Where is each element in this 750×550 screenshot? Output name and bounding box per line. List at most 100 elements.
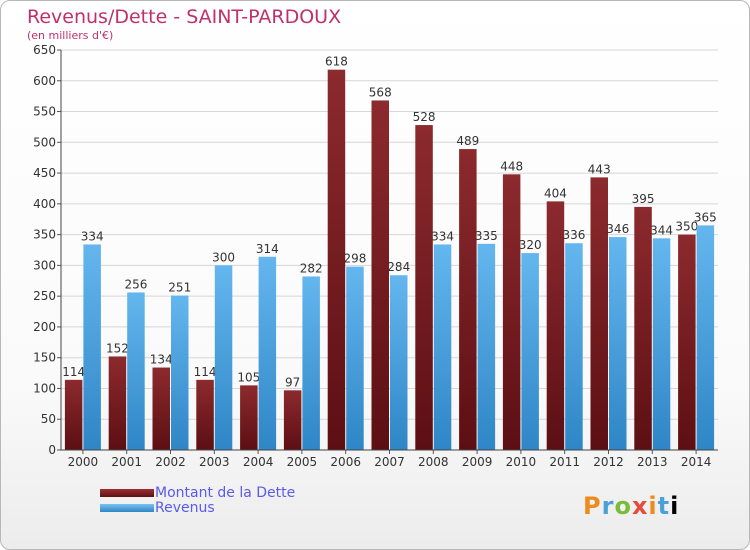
dette-value-label: 350: [675, 220, 698, 234]
logo-letter: r: [601, 492, 615, 520]
dette-bar: [546, 201, 565, 450]
y-tick-label: 250: [33, 289, 56, 303]
revenus-bar: [258, 256, 277, 450]
logo-letter: i: [648, 492, 658, 520]
revenus-bar: [433, 244, 452, 450]
y-tick-label: 550: [33, 105, 56, 119]
dette-bar: [678, 234, 696, 450]
revenus-bar: [696, 225, 715, 450]
dette-bar: [108, 356, 127, 450]
dette-value-label: 568: [369, 85, 392, 99]
dette-value-label: 105: [237, 370, 260, 384]
revenus-value-label: 346: [606, 222, 629, 236]
revenus-value-label: 365: [694, 210, 717, 224]
x-tick-label: 2012: [593, 455, 624, 469]
x-tick-label: 2006: [330, 455, 361, 469]
revenus-bar: [609, 237, 627, 450]
y-tick-label: 350: [33, 228, 56, 242]
revenus-bar: [652, 238, 671, 450]
dette-bar: [459, 149, 477, 451]
y-tick-label: 500: [33, 135, 56, 149]
chart-title: Revenus/Dette - SAINT-PARDOUX: [27, 6, 342, 28]
dette-bar: [590, 177, 608, 450]
revenus-value-label: 251: [168, 281, 191, 295]
revenus-bar: [346, 266, 364, 450]
x-tick-label: 2002: [155, 455, 186, 469]
x-tick-label: 2005: [287, 455, 318, 469]
x-tick-label: 2004: [243, 455, 274, 469]
dette-bar: [64, 379, 83, 450]
logo-letter: i: [670, 492, 680, 520]
revenus-value-label: 282: [300, 261, 323, 275]
dette-value-label: 114: [194, 365, 217, 379]
revenus-value-label: 300: [212, 250, 235, 264]
legend-swatch-revenus: [100, 504, 154, 512]
revenus-bar: [83, 244, 101, 450]
dette-value-label: 528: [413, 110, 436, 124]
revenus-value-label: 256: [124, 277, 147, 291]
revenus-bar: [390, 275, 408, 450]
dette-bar: [283, 390, 302, 450]
revenus-bar: [565, 243, 583, 450]
x-tick-label: 2000: [68, 455, 99, 469]
revenus-value-label: 336: [562, 228, 585, 242]
revenus-value-label: 314: [256, 242, 279, 256]
logo-letter: x: [631, 492, 649, 520]
revenus-bar: [302, 276, 320, 450]
dette-bar: [371, 100, 389, 450]
dette-value-label: 448: [500, 159, 523, 173]
proxiti-logo: Proxiti: [583, 492, 679, 520]
revenus-bar: [214, 265, 233, 450]
revenus-bar: [477, 243, 496, 450]
dette-bar: [196, 379, 214, 450]
revenus-value-label: 344: [650, 223, 673, 237]
x-tick-label: 2010: [506, 455, 537, 469]
logo-letter: t: [657, 492, 671, 520]
y-tick-label: 50: [41, 412, 56, 426]
y-tick-label: 300: [33, 258, 56, 272]
dette-value-label: 404: [544, 186, 567, 200]
x-tick-label: 2008: [418, 455, 449, 469]
y-tick-label: 100: [33, 381, 56, 395]
x-tick-label: 2003: [199, 455, 230, 469]
revenus-value-label: 334: [81, 229, 104, 243]
revenus-value-label: 298: [343, 252, 366, 266]
dette-value-label: 134: [150, 353, 173, 367]
dette-bar: [240, 385, 258, 450]
revenus-value-label: 335: [475, 229, 498, 243]
dette-value-label: 395: [632, 192, 655, 206]
logo-letter: P: [583, 492, 602, 520]
dette-value-label: 618: [325, 55, 348, 69]
dette-bar: [502, 174, 521, 451]
y-tick-label: 650: [33, 43, 56, 57]
x-tick-label: 2001: [111, 455, 142, 469]
legend-label-dette: Montant de la Dette: [155, 485, 296, 501]
dette-value-label: 152: [106, 341, 129, 355]
legend-swatch-dette: [100, 489, 154, 497]
y-tick-label: 600: [33, 74, 56, 88]
x-tick-label: 2013: [637, 455, 668, 469]
revenus-bar: [171, 295, 189, 450]
revenus-value-label: 320: [519, 238, 542, 252]
x-tick-label: 2011: [549, 455, 580, 469]
dette-value-label: 489: [456, 134, 479, 148]
logo-letter: o: [614, 492, 632, 520]
dette-bar: [634, 206, 652, 450]
dette-value-label: 443: [588, 162, 611, 176]
revenus-value-label: 284: [387, 260, 410, 274]
x-tick-label: 2009: [462, 455, 493, 469]
y-tick-label: 200: [33, 320, 56, 334]
y-tick-label: 150: [33, 351, 56, 365]
y-tick-label: 0: [48, 443, 56, 457]
dette-bar: [327, 69, 346, 450]
dette-value-label: 114: [62, 365, 85, 379]
chart-subtitle: (en milliers d'€): [27, 29, 114, 42]
y-tick-label: 400: [33, 197, 56, 211]
revenus-bar: [521, 253, 539, 450]
dette-bar: [415, 125, 433, 451]
y-tick-label: 450: [33, 166, 56, 180]
dette-bar: [152, 367, 170, 450]
revenus-bar: [127, 292, 145, 450]
x-tick-label: 2007: [374, 455, 405, 469]
